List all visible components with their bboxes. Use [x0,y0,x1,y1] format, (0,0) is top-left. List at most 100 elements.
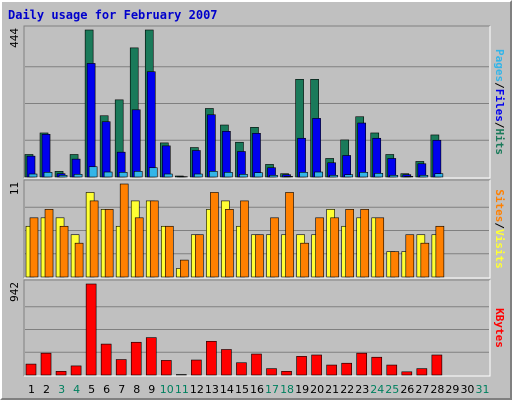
files-bar [146,71,156,178]
kbytes-legend: KBytes [493,308,506,348]
pages-bar [329,175,338,178]
files-bar [101,121,111,178]
x-tick-label: 22 [340,383,354,396]
x-tick-label: 23 [355,383,369,396]
sites-bar [89,200,99,278]
kbytes-bar [115,359,127,376]
x-tick-label: 30 [460,383,474,396]
sites-bar [330,217,339,278]
sites-bar [240,200,249,278]
hits-legend: Pages/Files/Hits [493,49,506,155]
files-bar [342,155,351,178]
files-bar [357,122,367,178]
x-tick-label: 20 [310,383,324,396]
pages-bar [284,176,293,178]
kbytes-bar [160,360,172,376]
kbytes-bar [266,368,277,376]
files-bar [192,150,201,178]
x-tick-label: 3 [58,383,65,396]
kbytes-bar [356,352,368,376]
pages-bar [389,175,399,178]
panel-kbytes: 942 KBytes [8,279,506,377]
x-tick-label: 16 [250,383,264,396]
panel-kbytes-background-shadow [23,279,490,376]
visits-legend-part: Sites [493,189,506,222]
pages-bar [163,173,173,178]
x-tick-label: 12 [190,383,204,396]
sites-bar [59,225,69,278]
kbytes-bar [206,340,217,376]
pages-bar [224,172,233,178]
sites-bar [285,192,294,278]
files-bar [207,114,216,178]
sites-bar [390,251,400,278]
kbytes-bar [416,368,428,376]
kbytes-bar [326,364,337,376]
kbytes-bar [145,337,157,376]
kbytes-ymax-label: 942 [8,282,21,302]
panel-hits-files-pages: 444 Pages/Files/Hits [8,25,506,179]
x-tick-label: 31 [475,383,489,396]
pages-bar [359,172,369,178]
x-tick-label: 9 [148,383,155,396]
pages-bar [58,175,68,178]
x-tick-label: 2 [43,383,50,396]
files-bar [417,163,427,178]
kbytes-legend-part: KBytes [493,308,506,348]
files-bar [41,133,51,178]
x-tick-label: 19 [295,383,309,396]
x-tick-label: 15 [235,383,249,396]
hits-legend-part: Files [493,89,506,122]
kbytes-bar [130,341,142,376]
visits-legend: Sites/Visits [493,189,506,269]
x-tick-label: 18 [280,383,294,396]
pages-bar [374,173,384,178]
x-tick-label: 7 [118,383,125,396]
pages-bar [88,166,98,178]
kbytes-bar [431,354,443,376]
kbytes-bar [70,365,82,376]
sites-bar [74,242,84,278]
x-tick-label: 29 [445,383,459,396]
panel-hits-background-shadow [23,25,490,178]
sites-bar [255,234,264,278]
kbytes-bar [191,359,202,376]
kbytes-bar [25,363,37,376]
files-bar [327,162,336,178]
x-tick-label: 24 [370,383,384,396]
kbytes-bar [100,343,112,376]
pages-bar [194,173,203,178]
sites-bar [345,209,354,278]
hits-ymax-label: 444 [8,28,21,48]
panel-visits-background-shadow [23,179,490,278]
pages-bar [434,173,444,178]
files-bar [161,145,171,178]
panel-kbytes-background-highlight [24,280,491,377]
sites-bar [180,259,189,278]
visits-ymax-label: 11 [8,182,21,195]
hits-legend-part: Pages [493,49,506,82]
pages-bar [103,171,113,178]
files-bar [252,132,261,178]
pages-bar [404,176,414,178]
hits-legend-part: / [493,82,506,89]
chart-title: Daily usage for February 2007 [8,8,218,22]
files-bar [297,137,306,178]
kbytes-bar [85,283,97,376]
x-tick-label: 8 [133,383,140,396]
pages-bar [269,175,278,178]
sites-bar [44,209,54,278]
files-bar [312,118,321,178]
kbytes-bar [401,371,413,376]
x-tick-label: 14 [220,383,234,396]
visits-legend-part: / [493,222,506,229]
sites-bar [119,183,129,278]
pages-bar [299,172,308,178]
files-bar [222,131,231,178]
sites-bar [315,217,324,278]
pages-bar [28,173,38,178]
sites-bar [195,234,204,278]
pages-bar [239,174,248,178]
panel-sites-visits: 11 Sites/Visits [8,179,506,279]
